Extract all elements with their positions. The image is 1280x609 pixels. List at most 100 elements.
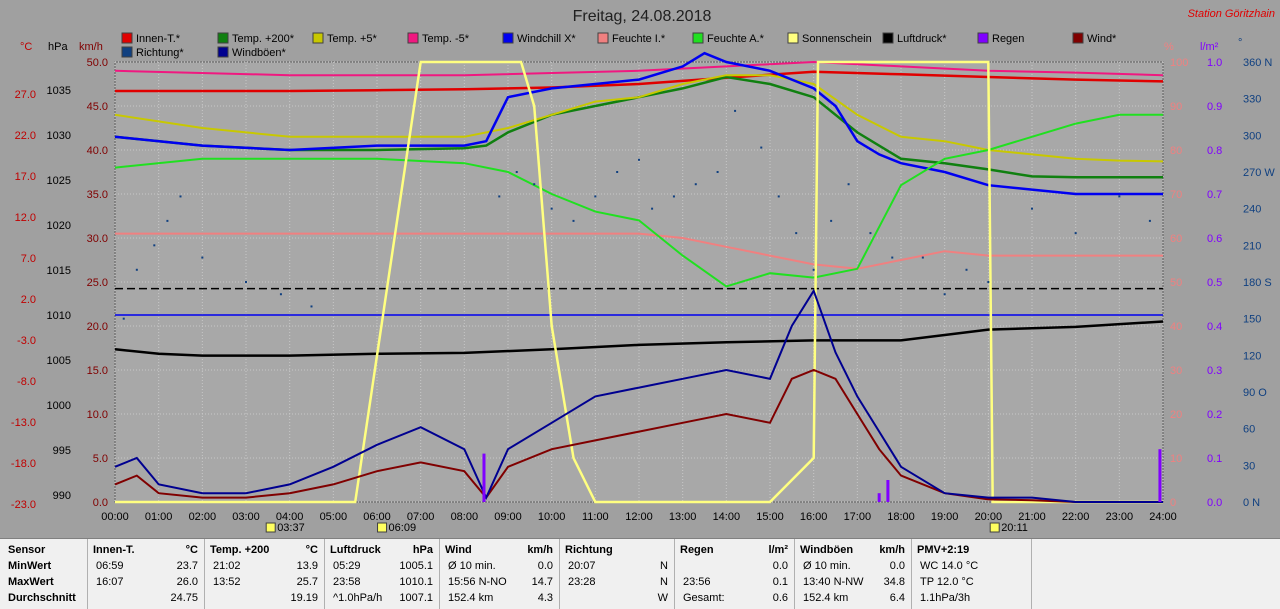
direction-point bbox=[638, 158, 640, 161]
legend-swatch bbox=[787, 32, 799, 44]
rain-tick-label: 0.2 bbox=[1207, 409, 1222, 421]
rain-tick-label: 0.1 bbox=[1207, 453, 1222, 465]
legend-label: Temp. +200* bbox=[232, 33, 295, 45]
wind-tick-label: 5.0 bbox=[93, 453, 108, 465]
footer-column: Windböen km/h Ø 10 min. 0.0 13:40 N-NW 34.8 15… bbox=[795, 539, 912, 609]
footer-cell-time: 23:58 bbox=[333, 576, 361, 588]
temp-tick-label: 12.0 bbox=[15, 212, 36, 224]
humidity-tick-label: 80 bbox=[1170, 145, 1182, 157]
humidity-tick-label: 50 bbox=[1170, 277, 1182, 289]
legend-swatch bbox=[597, 32, 609, 44]
footer-cell-time: 16:07 bbox=[96, 576, 124, 588]
direction-point bbox=[279, 293, 282, 296]
footer-column-unit: hPa bbox=[412, 544, 433, 556]
footer-cell-time: 06:59 bbox=[96, 560, 124, 572]
footer-column-header: PMV+2:19 bbox=[917, 544, 970, 556]
footer-cell-time: 152.4 km bbox=[448, 592, 494, 604]
footer-column-unit: km/h bbox=[527, 544, 553, 556]
temp-tick-label: -18.0 bbox=[11, 458, 36, 470]
footer-cell-value: 4.3 bbox=[537, 592, 553, 604]
direction-point bbox=[1031, 207, 1033, 210]
legend-label: Luftdruck* bbox=[897, 33, 947, 45]
x-tick-label: 22:00 bbox=[1062, 511, 1090, 523]
direction-point bbox=[201, 256, 204, 259]
direction-point bbox=[498, 195, 501, 198]
footer-cell-time: Ø 10 min. bbox=[448, 560, 496, 572]
time-marker-label: 03:37 bbox=[277, 522, 305, 534]
direction-axis-unit: ° bbox=[1238, 37, 1242, 49]
legend-swatch bbox=[977, 32, 989, 44]
footer-cell-time: WC 14.0 °C bbox=[920, 560, 979, 572]
direction-point bbox=[943, 293, 946, 296]
footer-cell-value: N bbox=[660, 560, 668, 572]
direction-point bbox=[795, 232, 798, 235]
direction-point bbox=[812, 268, 815, 271]
rain-tick-label: 0.9 bbox=[1207, 101, 1222, 113]
footer-cell-time: 1.1hPa/3h bbox=[920, 592, 971, 604]
footer-column-header: Luftdruck bbox=[330, 544, 381, 556]
pressure-tick-label: 1010 bbox=[47, 310, 71, 322]
footer-cell-value: 14.7 bbox=[531, 576, 553, 588]
x-tick-label: 01:00 bbox=[145, 511, 173, 523]
direction-tick-label: 0 N bbox=[1243, 497, 1260, 509]
x-tick-label: 09:00 bbox=[494, 511, 522, 523]
temp-tick-label: 17.0 bbox=[15, 171, 36, 183]
direction-point bbox=[847, 183, 850, 186]
wind-axis-unit: km/h bbox=[79, 41, 103, 53]
time-marker-label: 06:09 bbox=[389, 522, 417, 534]
stats-footer: Sensor MinWert MaxWert Durchschnitt Inne… bbox=[0, 538, 1280, 609]
series-line bbox=[114, 74, 1164, 163]
footer-cell-time: 20:07 bbox=[568, 560, 596, 572]
series-line bbox=[114, 320, 1164, 357]
footer-cell-value: 0.6 bbox=[772, 592, 788, 604]
x-tick-label: 08:00 bbox=[451, 511, 479, 523]
direction-point bbox=[245, 281, 247, 283]
time-marker-label: 20:11 bbox=[1001, 522, 1028, 534]
wind-tick-label: 35.0 bbox=[87, 189, 108, 201]
direction-tick-label: 270 W bbox=[1243, 167, 1275, 179]
legend-swatch bbox=[217, 32, 229, 44]
footer-cell-time: Gesamt: bbox=[683, 592, 725, 604]
temp-tick-label: -3.0 bbox=[17, 335, 36, 347]
footer-cell-value: 25.7 bbox=[296, 576, 318, 588]
series-line bbox=[115, 232, 1163, 270]
x-tick-label: 10:00 bbox=[538, 511, 566, 523]
footer-cell-time: 152.4 km bbox=[803, 592, 849, 604]
x-tick-label: 12:00 bbox=[625, 511, 653, 523]
direction-point bbox=[716, 171, 719, 173]
direction-tick-label: 150 bbox=[1243, 314, 1261, 326]
direction-point bbox=[153, 244, 156, 247]
temp-axis-unit: °C bbox=[20, 41, 32, 53]
footer-column: Innen-T. °C 06:59 23.7 16:07 26.0 24.75 bbox=[88, 539, 205, 609]
footer-cell-value: 26.0 bbox=[176, 576, 198, 588]
footer-column-header: Innen-T. bbox=[93, 544, 135, 556]
footer-cell-value: 23.7 bbox=[176, 560, 198, 572]
pressure-tick-label: 1020 bbox=[47, 220, 71, 232]
x-tick-label: 18:00 bbox=[887, 511, 915, 523]
station-name: Station Göritzhain bbox=[1188, 8, 1275, 20]
series-line bbox=[114, 288, 1163, 503]
footer-cell-value: 0.0 bbox=[537, 560, 553, 572]
direction-point bbox=[594, 195, 597, 198]
legend-label: Temp. -5* bbox=[422, 33, 470, 45]
humidity-tick-label: 30 bbox=[1170, 365, 1182, 377]
humidity-tick-label: 20 bbox=[1170, 409, 1182, 421]
footer-column: Richtung 20:07 N 23:28 N W bbox=[560, 539, 675, 609]
direction-tick-label: 300 bbox=[1243, 130, 1261, 142]
direction-point bbox=[987, 281, 990, 283]
rain-tick-label: 1.0 bbox=[1207, 57, 1222, 69]
footer-column-unit: km/h bbox=[879, 544, 905, 556]
footer-cell-value: 0.1 bbox=[772, 576, 788, 588]
footer-row-labels: Sensor MinWert MaxWert Durchschnitt bbox=[0, 539, 88, 609]
direction-tick-label: 30 bbox=[1243, 460, 1255, 472]
humidity-tick-label: 90 bbox=[1170, 101, 1182, 113]
x-tick-label: 20:00 bbox=[975, 511, 1003, 523]
footer-cell-time: 23:28 bbox=[568, 576, 596, 588]
weather-chart: 00:00 01:00 02:00 03:00 04:00 05:00 06:00 07:00… bbox=[11, 8, 1275, 534]
x-tick-label: 16:00 bbox=[800, 511, 828, 523]
direction-tick-label: 180 S bbox=[1243, 277, 1272, 289]
temp-tick-label: -23.0 bbox=[11, 499, 36, 511]
pressure-tick-label: 1005 bbox=[47, 355, 71, 367]
humidity-axis-unit: % bbox=[1164, 41, 1174, 53]
footer-cell-value: 1007.1 bbox=[399, 592, 433, 604]
